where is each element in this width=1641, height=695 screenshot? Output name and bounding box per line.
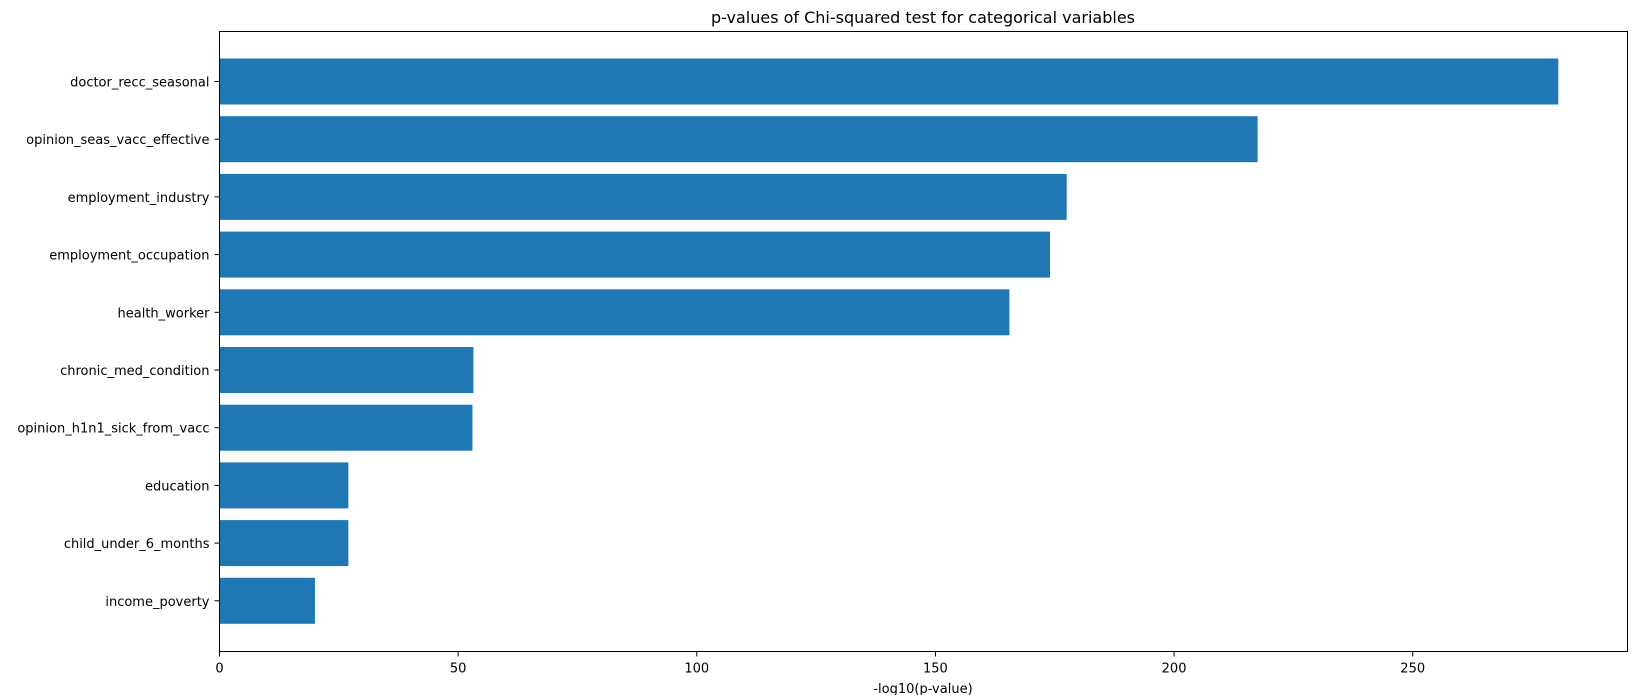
- y-tick-label: opinion_seas_vacc_effective: [26, 133, 209, 148]
- x-tick-label: 200: [1162, 662, 1187, 677]
- bar-opinion-seas-vacc-effective: [219, 116, 1258, 163]
- y-axis-ticks: doctor_recc_seasonal opinion_seas_vacc_ef…: [17, 76, 220, 610]
- y-tick-label: doctor_recc_seasonal: [70, 76, 209, 91]
- plot-frame: [219, 31, 1628, 652]
- y-tick-label: education: [145, 479, 210, 494]
- x-tick-label: 0: [215, 662, 223, 677]
- bar-employment-occupation: [219, 231, 1050, 278]
- y-tick-label: opinion_h1n1_sick_from_vacc: [17, 422, 209, 437]
- bar-opinion-h1n1-sick-from-vacc: [219, 404, 473, 451]
- bar-income-poverty: [219, 577, 315, 624]
- x-tick-label: 150: [923, 662, 948, 677]
- bar-employment-industry: [219, 173, 1067, 220]
- x-axis-ticks: 0 50 100 150 200 250: [215, 651, 1425, 677]
- y-tick-label: employment_industry: [68, 191, 210, 206]
- bar-doctor-recc-seasonal: [219, 58, 1559, 105]
- bar-education: [219, 462, 349, 509]
- x-tick-label: 100: [684, 662, 709, 677]
- bar-chronic-med-condition: [219, 347, 474, 393]
- bar-health-worker: [219, 289, 1010, 336]
- y-tick-label: income_poverty: [105, 595, 209, 610]
- x-axis-label: -log10(p-value): [873, 682, 972, 695]
- x-tick-label: 250: [1400, 662, 1425, 677]
- y-tick-label: employment_occupation: [49, 249, 209, 264]
- bar-child-under-6-months: [219, 520, 349, 567]
- chart-title: p-values of Chi-squared test for categor…: [711, 8, 1135, 27]
- y-tick-label: health_worker: [118, 306, 211, 321]
- y-tick-label: child_under_6_months: [64, 537, 210, 552]
- x-tick-label: 50: [450, 662, 467, 677]
- y-tick-label: chronic_med_condition: [60, 364, 209, 379]
- bars: [219, 58, 1559, 624]
